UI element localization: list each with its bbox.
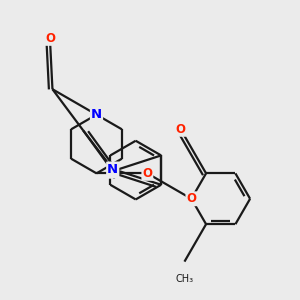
Text: N: N bbox=[91, 108, 102, 121]
Text: N: N bbox=[107, 163, 118, 176]
Text: CH₃: CH₃ bbox=[176, 274, 194, 284]
Text: S: S bbox=[108, 165, 118, 178]
Text: O: O bbox=[186, 192, 197, 205]
Text: O: O bbox=[45, 32, 55, 45]
Text: O: O bbox=[142, 167, 152, 180]
Text: O: O bbox=[176, 123, 186, 136]
